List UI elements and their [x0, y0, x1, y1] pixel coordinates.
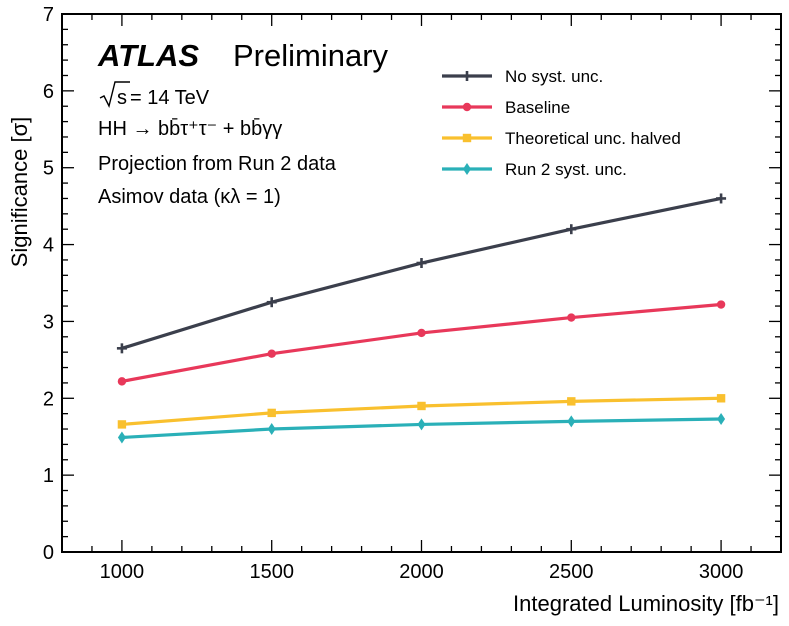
legend-marker [462, 102, 472, 112]
x-tick-label: 2500 [549, 561, 594, 583]
data-point [117, 431, 126, 444]
series-layer [116, 193, 727, 444]
x-tick-label: 2000 [399, 561, 444, 583]
data-point [417, 328, 426, 338]
y-tick-label: 0 [43, 542, 54, 564]
series-baseline [117, 300, 726, 386]
data-point [416, 258, 427, 269]
legend-marker [463, 163, 471, 175]
legend-marker [462, 71, 472, 81]
legend-label: No syst. unc. [505, 67, 603, 86]
data-point [716, 300, 726, 309]
y-tick-label: 1 [43, 465, 54, 487]
data-point [266, 297, 277, 308]
sqrt-symbol [99, 81, 130, 109]
energy-label: s = 14 TeV [99, 81, 210, 109]
x-tick-label: 1500 [249, 561, 294, 583]
data-point [417, 418, 426, 431]
data-point [267, 408, 276, 418]
y-tick-label: 5 [43, 158, 54, 180]
legend-item: Run 2 syst. unc. [442, 160, 627, 179]
data-point [117, 377, 127, 386]
y-tick-label: 6 [43, 81, 54, 103]
data-point [267, 349, 276, 358]
x-tick-label: 1000 [100, 561, 145, 583]
data-point [116, 343, 127, 354]
legend-item: No syst. unc. [442, 67, 603, 86]
y-tick-label: 7 [43, 4, 54, 26]
data-point [117, 420, 127, 429]
data-point [566, 224, 577, 235]
energy-prefix: s [117, 87, 127, 109]
series-no-syst-unc [116, 193, 727, 354]
series-line [121, 302, 722, 383]
series-run-2-syst-unc [117, 413, 726, 444]
y-tick-label: 3 [43, 311, 54, 333]
atlas-label: ATLAS [97, 38, 199, 73]
data-point [567, 415, 576, 428]
legend-label: Baseline [505, 98, 570, 117]
legend-item: Theoretical unc. halved [442, 129, 681, 148]
energy-value: = 14 TeV [130, 87, 210, 109]
data-point [567, 313, 576, 322]
tick-labels: 1000 1500 2000 2500 3000 0 1 2 3 4 5 6 7 [43, 4, 743, 583]
data-point [567, 397, 576, 406]
legend-marker [462, 133, 472, 143]
legend-label: Run 2 syst. unc. [505, 160, 627, 179]
legend: No syst. unc. Baseline Theoretical unc. ha… [442, 67, 681, 179]
process-label: HH → bb̄τ⁺τ⁻ + bb̄γγ [98, 117, 282, 140]
y-tick-label: 2 [43, 388, 54, 410]
legend-label: Theoretical unc. halved [505, 129, 681, 148]
projection-label: Projection from Run 2 data [98, 153, 337, 175]
series-line [121, 196, 722, 350]
x-axis-title: Integrated Luminosity [fb⁻¹] [513, 591, 779, 616]
asimov-label: Asimov data (κλ = 1) [98, 186, 281, 208]
series-theoretical-unc-halved [117, 394, 726, 429]
y-tick-label: 4 [43, 235, 54, 257]
data-point [717, 413, 726, 426]
y-axis-title: Significance [σ] [7, 117, 32, 268]
data-point [716, 193, 727, 204]
legend-item: Baseline [442, 98, 570, 117]
x-tick-label: 3000 [699, 561, 744, 583]
axis-ticks [62, 13, 781, 553]
preliminary-label: Preliminary [233, 38, 389, 73]
data-point [267, 423, 276, 436]
data-point [716, 394, 726, 403]
data-point [417, 401, 426, 411]
